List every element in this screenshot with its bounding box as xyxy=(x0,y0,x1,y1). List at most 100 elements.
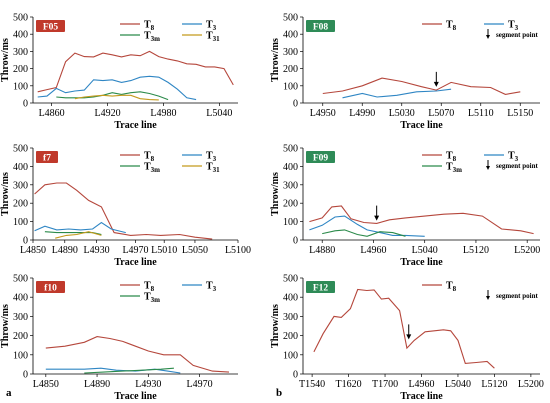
x-tick-label: L4920 xyxy=(94,108,120,119)
y-tick-label: 0 xyxy=(293,370,298,381)
panel-tag-label: f10 xyxy=(44,284,57,294)
y-tick-label: 100 xyxy=(283,81,298,92)
x-tick-label: L4960 xyxy=(360,245,386,256)
y-tick-label: 500 xyxy=(13,274,28,285)
y-tick-label: 100 xyxy=(13,81,28,92)
chart-F09: 0 100 200 300 400 500 L4880 L4960 L5040 L5120 L520… xyxy=(270,144,540,269)
x-axis-label: Trace line xyxy=(114,391,157,402)
legend-label: T31 xyxy=(206,31,220,44)
x-tick-label: L4880 xyxy=(309,245,335,256)
x-tick-label: L5200 xyxy=(518,379,544,390)
legend-label: T3m xyxy=(144,31,160,44)
y-tick-label: 100 xyxy=(283,217,298,228)
x-tick-label: L4960 xyxy=(408,379,434,390)
y-axis-label: Throw/ms xyxy=(0,172,11,216)
y-tick-label: 300 xyxy=(13,180,28,191)
panel-tag-label: F08 xyxy=(313,23,329,33)
x-tick-label: L4930 xyxy=(83,245,109,256)
legend-label: T8 xyxy=(446,281,457,294)
legend-segment-arrowhead xyxy=(486,35,490,39)
series-line-T3 xyxy=(309,215,425,237)
series-line-T8 xyxy=(37,50,234,93)
legend-label: T3 xyxy=(206,151,217,164)
x-tick-label: L4950 xyxy=(310,108,336,119)
x-axis-label: Trace line xyxy=(400,120,443,131)
y-tick-label: 500 xyxy=(283,144,298,155)
panel-tag xyxy=(306,151,335,163)
legend-label: T3m xyxy=(144,162,160,175)
series-line-T3m xyxy=(322,229,406,237)
chart-F12: 0 100 200 300 400 500 T1540 T1620 T1700 L4960 L504… xyxy=(270,274,544,403)
segment-point-arrowhead xyxy=(374,215,380,221)
series-line-T3m xyxy=(84,367,174,374)
y-tick-label: 200 xyxy=(283,64,298,75)
y-tick-label: 200 xyxy=(283,331,298,342)
y-tick-label: 400 xyxy=(13,162,28,173)
x-axis-label: Trace line xyxy=(114,120,157,131)
x-tick-label: L5070 xyxy=(428,108,454,119)
x-axis-label: Trace line xyxy=(400,257,443,268)
x-tick-label: L5040 xyxy=(206,108,232,119)
y-tick-label: 300 xyxy=(283,180,298,191)
x-tick-label: L5030 xyxy=(389,108,415,119)
y-tick-label: 100 xyxy=(13,350,28,361)
series-line-T8 xyxy=(322,77,521,95)
panel-tag xyxy=(306,20,335,32)
x-tick-label: L5100 xyxy=(225,245,251,256)
x-tick-label: L4990 xyxy=(349,108,375,119)
panel-tag-label: f7 xyxy=(43,154,51,164)
y-tick-label: 200 xyxy=(13,199,28,210)
chart-f10: 0 100 200 300 400 500 L4850 L4890 L4930 L4970 Trac… xyxy=(0,274,238,402)
panel-tag xyxy=(306,281,335,293)
x-tick-label: L4970 xyxy=(122,245,148,256)
legend-segment-arrowhead xyxy=(486,296,490,300)
y-tick-label: 100 xyxy=(13,217,28,228)
legend-label: T8 xyxy=(144,20,155,33)
y-tick-label: 300 xyxy=(13,312,28,323)
y-axis-label: Throw/ms xyxy=(0,304,11,348)
y-tick-label: 500 xyxy=(283,274,298,285)
x-tick-label: T1540 xyxy=(299,379,325,390)
legend-label: T8 xyxy=(144,151,155,164)
y-tick-label: 400 xyxy=(283,162,298,173)
x-tick-label: L5040 xyxy=(445,379,471,390)
y-tick-label: 400 xyxy=(13,293,28,304)
x-tick-label: L4890 xyxy=(52,245,78,256)
legend-label: T3 xyxy=(206,20,217,33)
series-line-T3m xyxy=(56,91,169,101)
series-line-T31 xyxy=(55,231,102,239)
y-axis-label: Throw/ms xyxy=(0,38,11,82)
legend-label: T8 xyxy=(446,20,457,33)
x-axis-label: Trace line xyxy=(114,257,157,268)
x-axis-label: Trace line xyxy=(400,391,443,402)
y-tick-label: 500 xyxy=(283,13,298,24)
y-tick-label: 500 xyxy=(13,13,28,24)
x-tick-label: L5200 xyxy=(514,245,540,256)
series-line-T8 xyxy=(34,182,213,240)
legend-label: T8 xyxy=(446,151,457,164)
segment-point-arrowhead xyxy=(433,81,439,87)
legend-label: segment point xyxy=(496,162,538,170)
series-line-T3 xyxy=(34,221,126,234)
legend-label: T3 xyxy=(206,281,217,294)
series-line-T3 xyxy=(342,88,452,99)
y-tick-label: 300 xyxy=(283,47,298,58)
x-tick-label: L4970 xyxy=(187,379,213,390)
y-tick-label: 500 xyxy=(13,144,28,155)
x-tick-label: L4980 xyxy=(150,108,176,119)
y-tick-label: 0 xyxy=(23,370,28,381)
panel-tag-label: F12 xyxy=(313,284,329,294)
y-axis-label: Throw/ms xyxy=(270,172,281,216)
chart-f7: 0 100 200 300 400 500 L4850 L4890 L4930 L4970 L501… xyxy=(0,144,251,269)
panel-tag xyxy=(36,281,65,293)
legend-label: T3 xyxy=(508,20,519,33)
chart-F05: 0 100 200 300 400 500 L4860 L4920 L4980 L5040 Trac… xyxy=(0,13,238,131)
series-line-T3 xyxy=(37,75,197,101)
y-axis-label: Throw/ms xyxy=(270,304,281,348)
legend-label: segment point xyxy=(496,292,538,300)
chart-F08: 0 100 200 300 400 500 L4950 L4990 L5030 L5070 L511… xyxy=(270,13,540,131)
legend-label: T3m xyxy=(144,292,160,305)
x-tick-label: T1620 xyxy=(336,379,362,390)
x-tick-label: L5040 xyxy=(412,245,438,256)
x-tick-label: L5120 xyxy=(481,379,507,390)
